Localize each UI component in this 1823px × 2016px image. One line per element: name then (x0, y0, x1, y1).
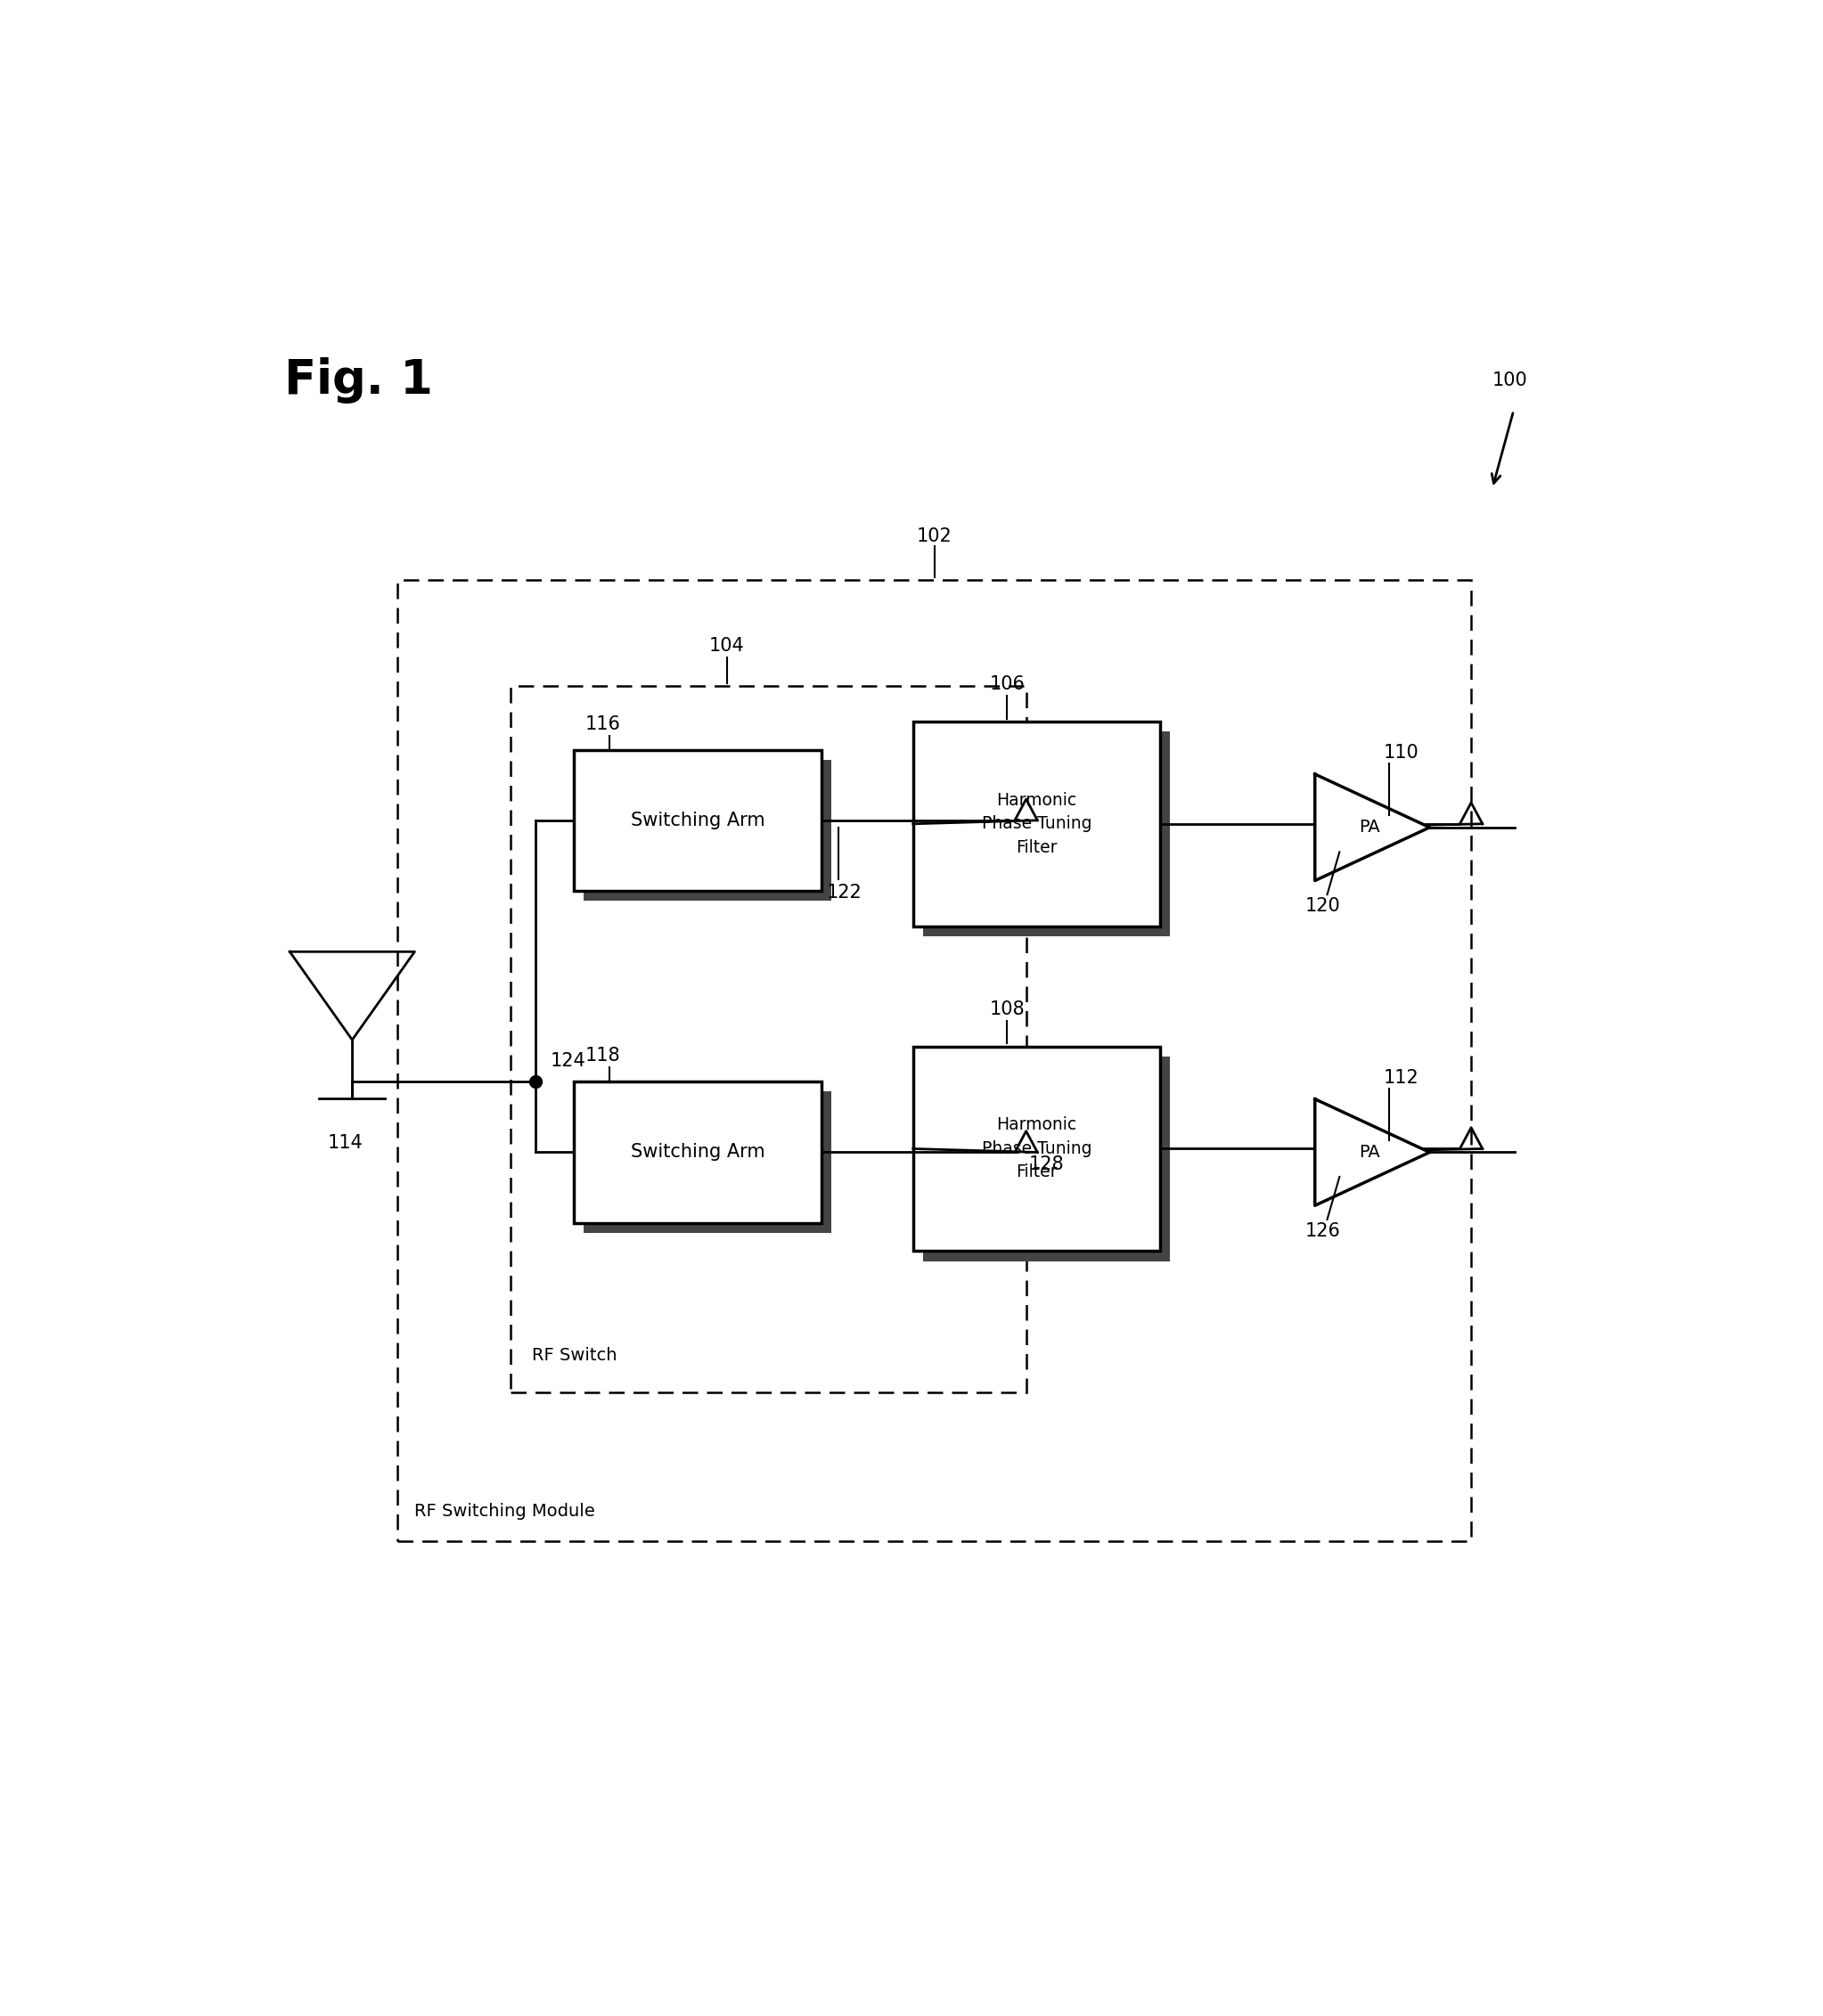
Text: PA: PA (1358, 818, 1380, 837)
Text: 100: 100 (1493, 371, 1528, 389)
Text: 126: 126 (1305, 1222, 1342, 1240)
Text: 128: 128 (1028, 1155, 1065, 1173)
Text: 108: 108 (990, 1000, 1025, 1018)
Polygon shape (1314, 1099, 1429, 1206)
Bar (574, 1083, 820, 1224)
Bar (922, 1056, 1170, 1262)
Text: 110: 110 (1384, 744, 1418, 762)
Text: RF Switch: RF Switch (532, 1347, 616, 1365)
Text: Fig. 1: Fig. 1 (284, 357, 434, 403)
Text: Switching Arm: Switching Arm (631, 810, 764, 829)
Text: 124: 124 (551, 1052, 585, 1070)
Polygon shape (1314, 774, 1429, 881)
Text: 114: 114 (328, 1133, 363, 1151)
Text: 120: 120 (1305, 897, 1340, 915)
Text: Switching Arm: Switching Arm (631, 1143, 764, 1161)
Bar (583, 1091, 831, 1234)
Text: 104: 104 (709, 637, 746, 655)
Text: 116: 116 (585, 716, 622, 732)
Bar (583, 760, 831, 901)
Text: 106: 106 (990, 675, 1025, 694)
Text: 102: 102 (917, 526, 952, 544)
Bar (922, 732, 1170, 935)
Text: Harmonic
Phase Tuning
Filter: Harmonic Phase Tuning Filter (983, 1117, 1092, 1181)
Bar (397, 581, 1471, 1540)
Text: 118: 118 (585, 1046, 620, 1064)
Text: Harmonic
Phase Tuning
Filter: Harmonic Phase Tuning Filter (983, 792, 1092, 857)
Bar (574, 750, 820, 891)
Bar (913, 1046, 1159, 1252)
Bar (510, 685, 1026, 1393)
Text: RF Switching Module: RF Switching Module (414, 1502, 594, 1520)
Text: PA: PA (1358, 1143, 1380, 1161)
Bar (913, 722, 1159, 925)
Text: 122: 122 (828, 883, 862, 901)
Text: 112: 112 (1384, 1068, 1418, 1087)
